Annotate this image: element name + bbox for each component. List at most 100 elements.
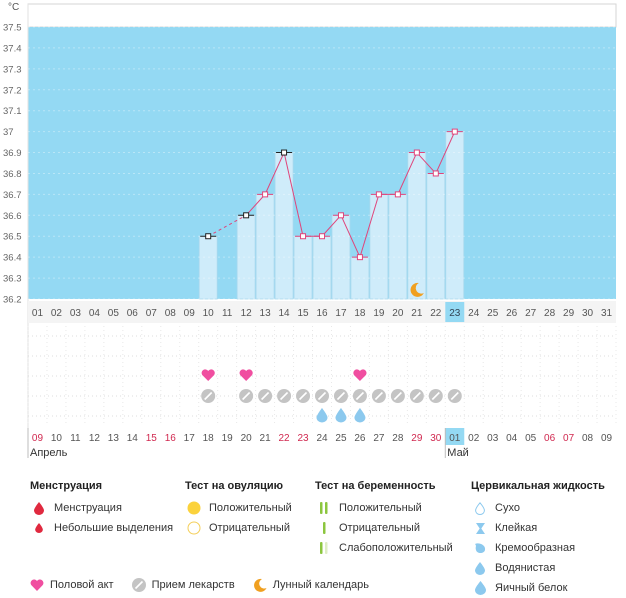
temperature-bar [198,235,218,300]
pill-icon-line [298,391,308,401]
day-label: 04 [89,308,101,319]
legend-label: Слабоположительный [339,542,453,554]
drop-blue-icon [316,408,328,423]
y-tick-label: 37.2 [3,85,22,96]
drop-outline-icon [471,501,489,515]
legend-item-sticky: Клейкая [471,518,605,538]
cycle-day-label: 13 [108,433,120,444]
cycle-day-label: 02 [468,433,480,444]
legend-item-dry: Сухо [471,498,605,518]
legend-pregnancy-title: Тест на беременность [315,480,436,492]
y-tick-label: 36.9 [3,148,22,159]
day-axis-band [28,301,616,323]
day-axis: 01 02 03 04 05 06 07 08 09 10 11 12 13 14 15 16 17 18 19 20… [28,301,616,323]
y-tick-label: 36.6 [3,211,22,222]
temperature-bar [293,235,313,300]
temperature-line-segment [340,215,361,258]
legend-label: Небольшие выделения [54,522,174,534]
moon-icon [253,578,267,592]
cycle-day-label: 15 [146,433,158,444]
legend-cervical: Цервикальная жидкость Сухо Клейкая Кремо… [471,480,605,598]
pill-icon-line [242,391,251,401]
temperature-bar [312,235,332,300]
legend-label: Положительный [209,502,292,514]
day-label: 17 [335,308,347,319]
cycle-day-label: 01 [449,433,461,444]
temperature-bar [255,193,275,300]
temperature-line-segment [245,194,266,216]
egg-drop-icon [471,581,489,595]
cycle-day-label: 07 [563,433,575,444]
temperature-bar [407,152,427,300]
day-label: 09 [184,308,196,319]
legend-label: Клейкая [495,522,538,534]
cycle-day-label: 28 [392,433,404,444]
event-rows [27,326,617,426]
day-label: 03 [70,308,82,319]
temperature-marker [281,149,288,156]
legend-item-pregnancy-weak: Слабоположительный [315,538,453,558]
day-label: 30 [582,308,594,319]
temperature-marker [337,212,344,219]
pill-icon-line [412,391,421,401]
day-label: 16 [316,308,328,319]
legend-label: Половой акт [50,579,114,591]
pill-icon-line [374,391,383,401]
drop-blue-icon [354,408,366,423]
heart-icon [30,579,44,591]
cycle-day-label: 06 [544,433,556,444]
heart-icon [353,369,367,381]
legend-label: Сухо [495,502,520,514]
single-bar-green-icon [315,522,333,534]
pill-icon-line [450,391,459,401]
pill-icon-line [393,391,402,401]
cycle-day-label: 04 [506,433,518,444]
temperature-bar [369,193,389,300]
day-label: 12 [241,308,253,319]
temperature-marker [243,212,250,219]
drop-red-icon [30,501,48,515]
legend-item-creamy: Кремообразная [471,538,605,558]
cycle-day-label: 17 [184,433,196,444]
y-tick-label: 37.4 [3,43,22,54]
temperature-line-segment [359,194,380,258]
legend-label: Отрицательный [339,522,420,534]
temperature-marker [319,233,325,240]
temperature-marker [262,191,269,198]
legend-label: Положительный [339,502,422,514]
y-tick-label: 36.4 [3,253,22,264]
legend-item-intercourse: Половой акт [30,579,114,591]
day-label: 18 [354,308,366,319]
heart-icon [239,369,253,381]
temperature-line-segment [397,152,418,195]
legend-label: Лунный календарь [272,579,369,591]
day-highlight-cell [445,302,465,322]
legend-item-menstruation: Менструация [30,498,173,518]
circle-yellow-filled-icon [185,501,203,515]
cycle-day-label: 03 [487,433,499,444]
chart-top-strip [27,3,617,28]
cycle-day-label: 05 [525,433,537,444]
legend-item-medication: Прием лекарств [131,578,235,592]
day-label: 26 [506,308,518,319]
day-label: 19 [373,308,385,319]
cycle-day-label: 21 [260,433,272,444]
cycle-day-label: 09 [32,433,44,444]
temperature-bars [198,131,465,300]
pill-icon-line [355,391,365,401]
temperature-bar [274,152,294,300]
temperature-line-segment [435,131,456,174]
legend-label: Водянистая [495,562,556,574]
y-axis-ticks: °C 37.5 37.4 37.3 37.2 37.1 37 36.9 36.8 36.7 36.6… [3,2,616,306]
cycle-day-label: 08 [582,433,594,444]
legend-label: Отрицательный [209,522,290,534]
cycle-day-label: 10 [51,433,63,444]
day-label: 31 [601,308,613,319]
cycle-day-label: 23 [297,433,309,444]
day-label: 23 [449,308,461,319]
temperature-line [207,131,456,258]
double-bar-green-icon [315,502,333,514]
temperature-marker [413,149,420,156]
legend-item-ovulation-negative: Отрицательный [185,518,292,538]
